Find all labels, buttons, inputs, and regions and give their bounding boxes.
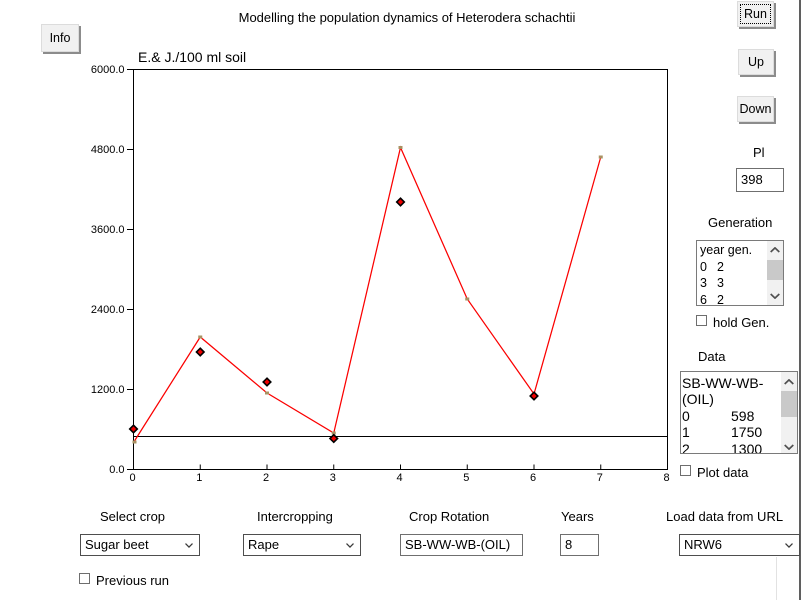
svg-text:4800.0: 4800.0 <box>91 144 125 156</box>
svg-text:E.& J./100 ml soil: E.& J./100 ml soil <box>138 49 246 65</box>
svg-text:2: 2 <box>263 472 269 484</box>
svg-text:8: 8 <box>663 472 669 484</box>
svg-text:6: 6 <box>530 472 536 484</box>
svg-text:0.0: 0.0 <box>109 464 124 476</box>
svg-text:4: 4 <box>396 472 402 484</box>
svg-text:7: 7 <box>597 472 603 484</box>
svg-text:2400.0: 2400.0 <box>91 304 125 316</box>
svg-text:0: 0 <box>129 472 135 484</box>
svg-text:3: 3 <box>330 472 336 484</box>
svg-text:3600.0: 3600.0 <box>91 224 125 236</box>
svg-text:1: 1 <box>196 472 202 484</box>
svg-text:5: 5 <box>463 472 469 484</box>
svg-text:1200.0: 1200.0 <box>91 384 125 396</box>
svg-text:6000.0: 6000.0 <box>91 64 125 76</box>
